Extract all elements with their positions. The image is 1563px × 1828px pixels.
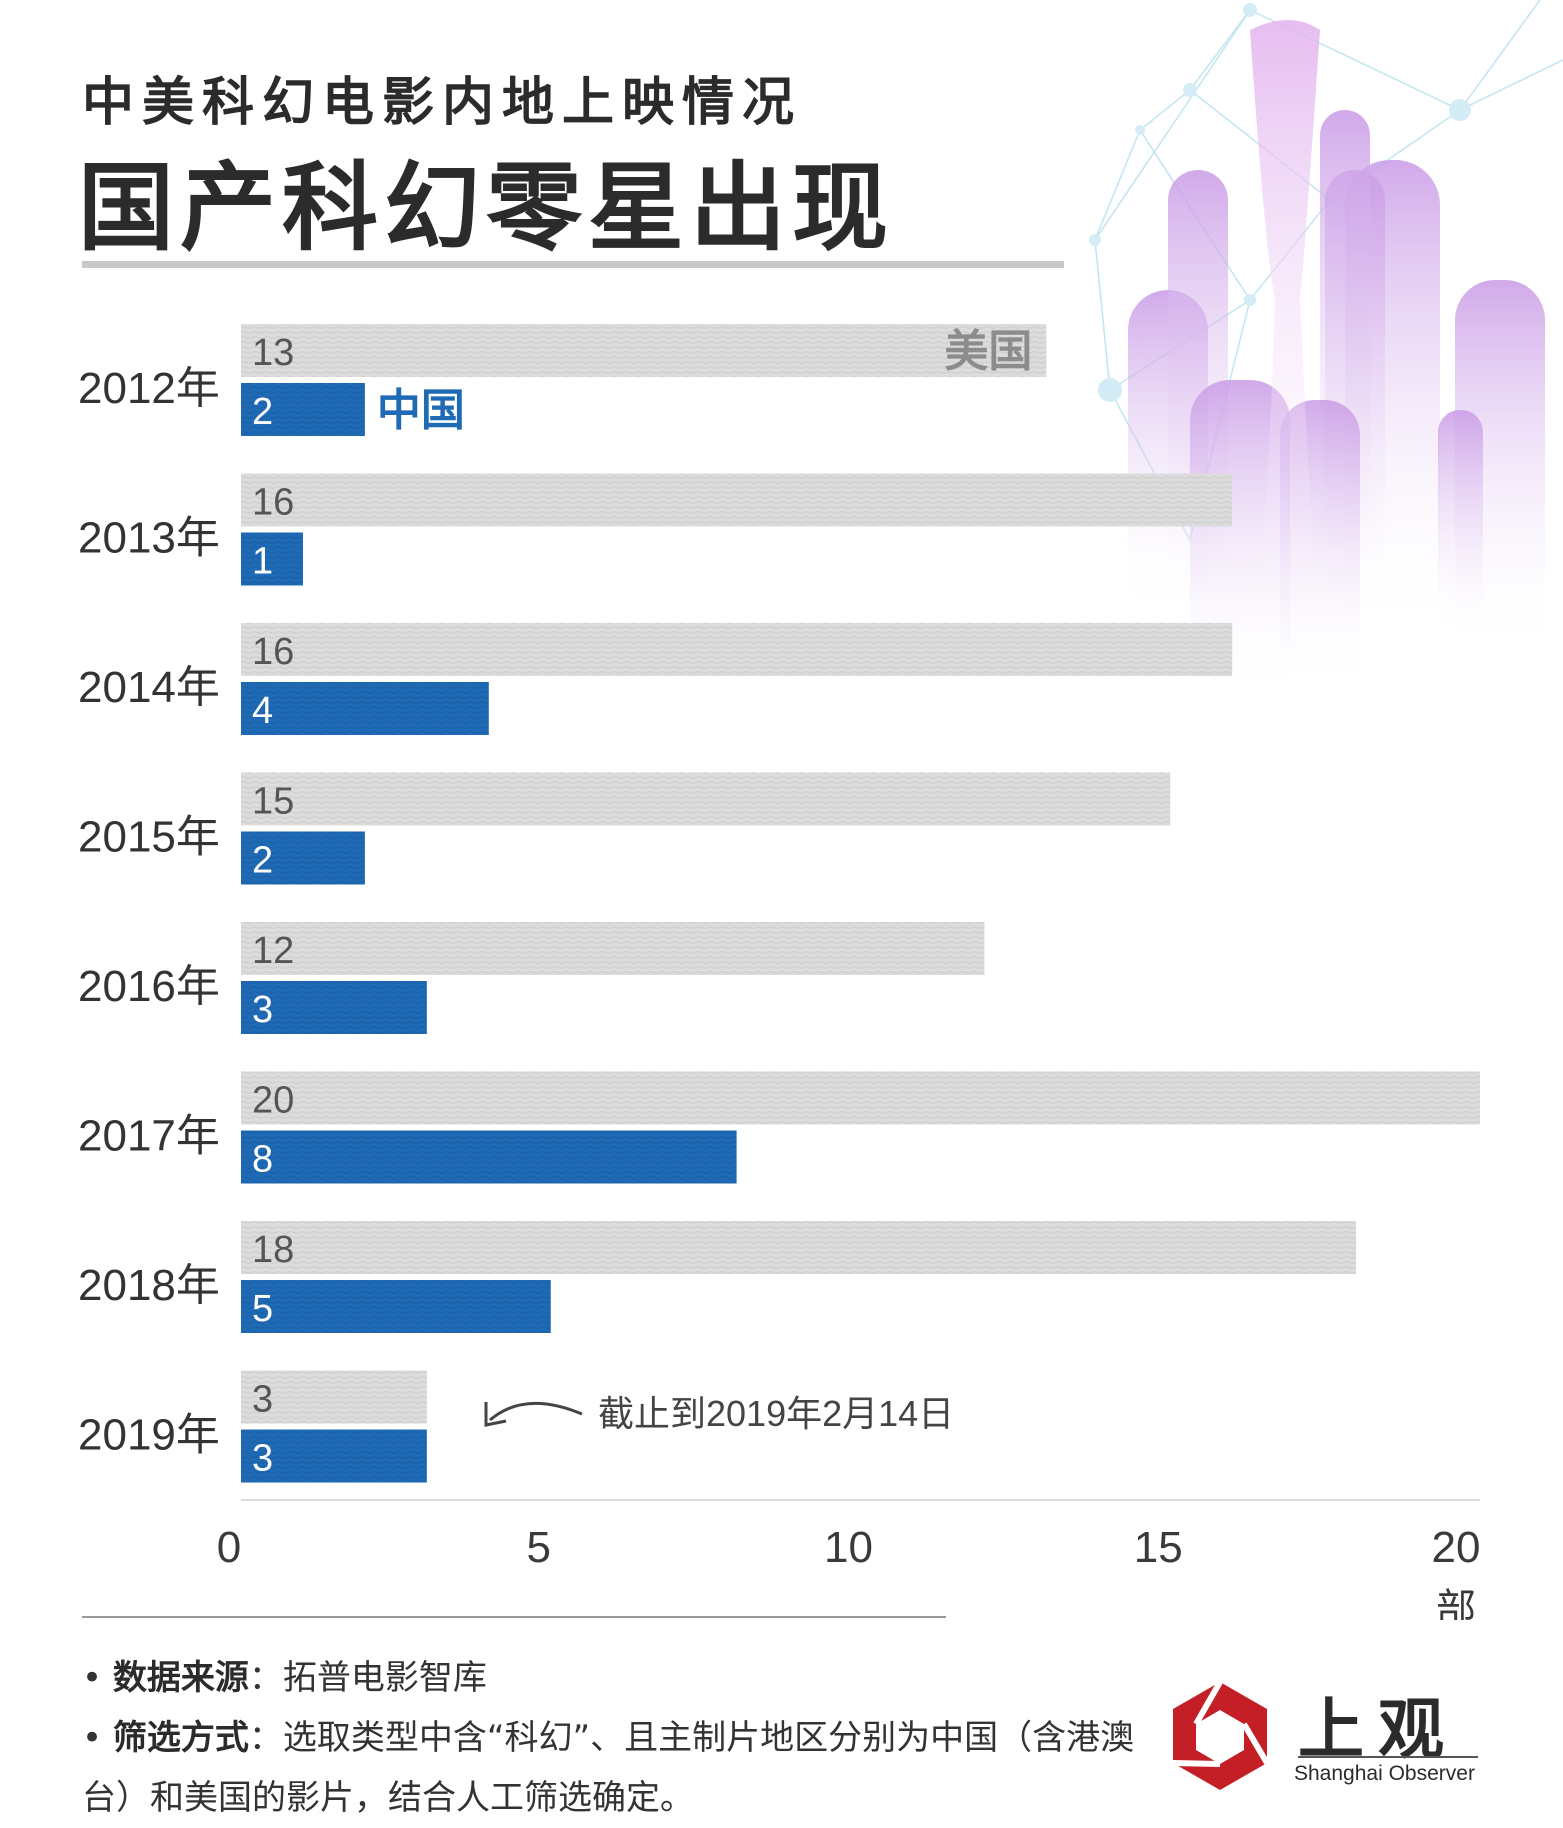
x-tick-label: 10 [824, 1523, 873, 1572]
data-label-china: 2 [252, 840, 273, 882]
x-axis-line [241, 1499, 1480, 1501]
bar-china [241, 1130, 737, 1184]
method-text: ：选取类型中含“科幻”、且主制片地区分别为中国（含港澳台）和美国的影片，结合人工… [82, 1718, 1135, 1818]
data-label-china: 3 [252, 1438, 273, 1480]
title-divider [82, 261, 1064, 268]
cityscape-illustration [1089, 0, 1563, 700]
y-tick-label: 2019年 [78, 1411, 220, 1460]
y-tick-label: 2016年 [78, 962, 220, 1011]
method-label: 筛选方式 [112, 1718, 249, 1758]
method-note: • 筛选方式：选取类型中含“科幻”、且主制片地区分别为中国（含港澳台）和美国的影… [82, 1718, 1135, 1818]
data-label-china: 2 [252, 391, 273, 433]
x-axis-unit: 部 [1436, 1587, 1476, 1620]
data-label-usa: 3 [252, 1379, 273, 1421]
footer-notes: • 数据来源：拓普电影智库 • 筛选方式：选取类型中含“科幻”、且主制片地区分别… [82, 1648, 1142, 1828]
bar-china [241, 981, 427, 1034]
data-label-usa: 16 [252, 631, 294, 673]
data-label-usa: 15 [252, 781, 294, 823]
shanghai-observer-logo: 上观 Shanghai Observer [1160, 1676, 1480, 1796]
bar-usa [241, 922, 985, 975]
data-label-china: 4 [252, 690, 273, 732]
data-label-china: 5 [252, 1288, 273, 1330]
logo-name: 上观 [1298, 1690, 1458, 1768]
chart-title: 国产科幻零星出现 [78, 151, 894, 264]
bar-china [241, 1280, 551, 1333]
logo-divider [1298, 1756, 1478, 1758]
bar-chart: 2012年 13 美国 2 中国 2013年 16 1 2014年 16 4 2015年 15 2 2016… [78, 324, 1481, 1620]
source-note: • 数据来源：拓普电影智库 [82, 1658, 487, 1698]
bar-china [241, 831, 365, 885]
bar-china [241, 532, 303, 586]
y-tick-label: 2015年 [78, 813, 220, 862]
data-label-usa: 13 [252, 332, 294, 374]
series-label-usa: 美国 [944, 326, 1032, 377]
x-tick-label: 15 [1134, 1523, 1183, 1572]
data-label-china: 3 [252, 989, 273, 1031]
y-tick-label: 2017年 [78, 1112, 220, 1161]
bar-usa [241, 772, 1171, 826]
data-label-china: 1 [252, 541, 273, 583]
y-tick-label: 2018年 [78, 1261, 220, 1310]
data-label-usa: 16 [252, 482, 294, 524]
y-tick-label: 2013年 [78, 514, 220, 563]
bar-usa [241, 623, 1233, 676]
data-label-usa: 12 [252, 930, 294, 972]
x-tick-label: 5 [527, 1523, 551, 1572]
bar-usa [241, 1221, 1357, 1274]
annotation-arrow [489, 1401, 583, 1422]
x-tick-label: 0 [217, 1523, 241, 1572]
source-label: 数据来源 [112, 1658, 249, 1698]
bar-china [241, 1429, 427, 1483]
series-label-china: 中国 [377, 385, 465, 436]
bar-china [241, 383, 365, 436]
y-tick-label: 2014年 [78, 663, 220, 712]
chart-subtitle: 中美科幻电影内地上映情况 [82, 72, 803, 133]
data-label-usa: 20 [252, 1080, 294, 1122]
bar-usa [241, 1071, 1480, 1125]
logo-mark-icon [1172, 1680, 1270, 1790]
y-tick-label: 2012年 [78, 364, 220, 413]
footer-divider [82, 1616, 946, 1618]
bar-usa [241, 324, 1047, 377]
data-label-usa: 18 [252, 1229, 294, 1271]
source-text: ：拓普电影智库 [248, 1658, 487, 1698]
bar-china [241, 682, 489, 735]
logo-subtitle: Shanghai Observer [1294, 1762, 1475, 1785]
x-tick-label: 20 [1432, 1523, 1481, 1572]
bar-usa [241, 1370, 427, 1424]
bar-usa [241, 473, 1233, 527]
annotation-text: 截止到2019年2月14日 [598, 1393, 954, 1434]
annotation-arrowhead [484, 1402, 507, 1427]
data-label-china: 8 [252, 1139, 273, 1181]
